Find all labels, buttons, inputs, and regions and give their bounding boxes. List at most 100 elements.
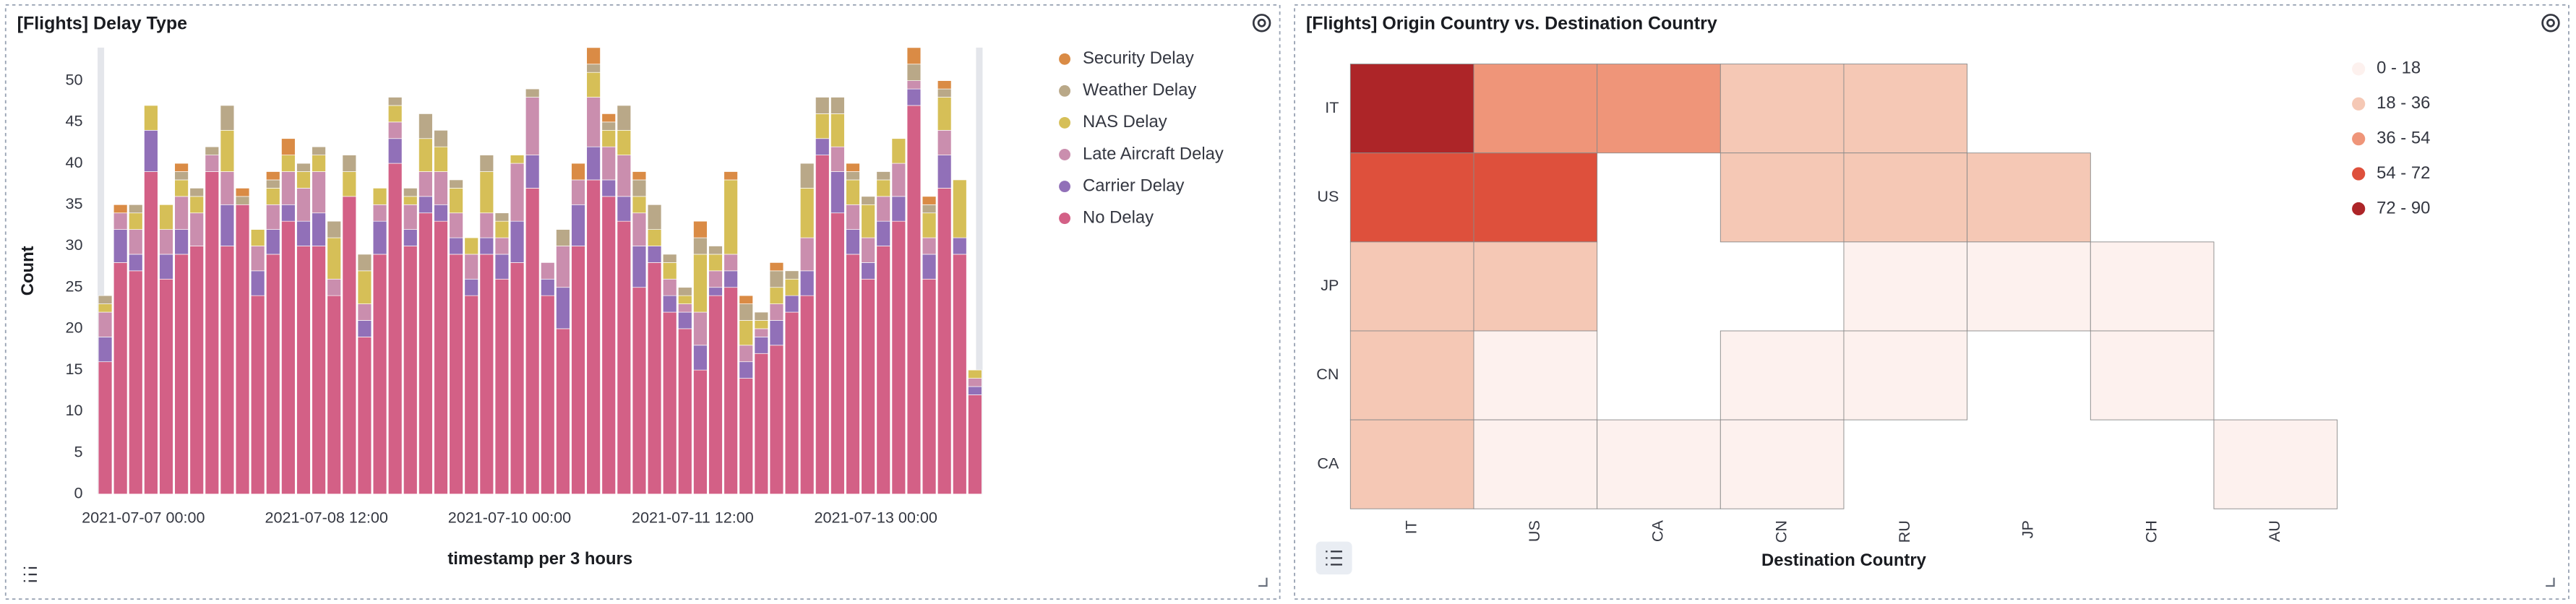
bar-segment bbox=[372, 188, 387, 205]
bar-segment bbox=[220, 171, 235, 205]
legend-label: 18 - 36 bbox=[2377, 93, 2430, 113]
bar-segment bbox=[754, 337, 769, 354]
bar-segment bbox=[662, 295, 677, 313]
legend-toggle[interactable] bbox=[1315, 541, 1352, 575]
y-tick-label: 30 bbox=[66, 236, 83, 254]
bar-segment bbox=[205, 146, 220, 155]
bar-segment bbox=[281, 171, 296, 205]
legend-label: Security Delay bbox=[1083, 48, 1194, 68]
bar-segment bbox=[601, 196, 616, 495]
heatmap-cell bbox=[1473, 241, 1598, 332]
heatmap-cell bbox=[1473, 64, 1598, 154]
bar-segment bbox=[387, 121, 403, 139]
bar-segment bbox=[113, 229, 128, 263]
bar-segment bbox=[98, 311, 113, 337]
y-tick-label: 50 bbox=[66, 70, 83, 88]
x-tick-label: RU bbox=[1895, 520, 1913, 543]
bar-segment bbox=[159, 254, 173, 280]
bar-segment bbox=[174, 179, 189, 197]
settings-icon[interactable] bbox=[2541, 14, 2560, 33]
bar-segment bbox=[708, 246, 723, 255]
bar-segment bbox=[724, 287, 738, 495]
heatmap-cell bbox=[1349, 64, 1474, 154]
bar-segment bbox=[601, 146, 616, 181]
legend-label: Late Aircraft Delay bbox=[1083, 144, 1224, 163]
bar-segment bbox=[296, 171, 311, 189]
legend-swatch bbox=[1059, 212, 1070, 225]
bar-segment bbox=[601, 179, 616, 197]
bar-segment bbox=[968, 369, 982, 379]
bar-segment bbox=[494, 278, 510, 495]
bar-segment bbox=[357, 270, 372, 304]
bar-segment bbox=[891, 220, 906, 495]
y-axis-title: Count bbox=[18, 246, 38, 295]
resize-handle[interactable] bbox=[2546, 577, 2555, 587]
bar-segment bbox=[784, 311, 799, 495]
bar-segment bbox=[113, 212, 128, 230]
bar-segment bbox=[235, 204, 250, 495]
bar-segment bbox=[312, 246, 326, 495]
bar-segment bbox=[387, 163, 403, 495]
heatmap-cell bbox=[1967, 152, 2091, 243]
bar-segment bbox=[830, 171, 845, 214]
bar-segment bbox=[387, 138, 403, 164]
bar-segment bbox=[693, 311, 708, 346]
bar-segment bbox=[266, 254, 280, 495]
bar-segment bbox=[586, 97, 601, 147]
bar-segment bbox=[327, 278, 341, 296]
bar-segment bbox=[479, 171, 494, 214]
bar-segment bbox=[510, 155, 525, 164]
bar-segment bbox=[662, 254, 677, 263]
bar-segment bbox=[357, 303, 372, 321]
legend-label: 0 - 18 bbox=[2377, 59, 2421, 78]
heatmap-cell bbox=[1720, 419, 1845, 509]
bar-segment bbox=[708, 287, 723, 296]
bar-segment bbox=[159, 204, 173, 230]
heatmap-cell bbox=[1967, 241, 2091, 332]
bar-segment bbox=[693, 345, 708, 371]
heatmap-cell bbox=[1473, 419, 1598, 509]
bar-segment bbox=[601, 121, 616, 131]
bar-segment bbox=[815, 155, 830, 495]
bar-segment bbox=[632, 171, 647, 181]
bar-segment bbox=[724, 171, 738, 181]
y-tick-label: 25 bbox=[66, 277, 83, 295]
bar-segment bbox=[586, 47, 601, 65]
bar-segment bbox=[144, 171, 158, 495]
y-tick-label: 45 bbox=[66, 112, 83, 130]
bar-segment bbox=[250, 229, 265, 246]
bar-segment bbox=[906, 80, 922, 90]
legend-label: 54 - 72 bbox=[2377, 163, 2430, 183]
bar-segment bbox=[525, 155, 540, 189]
bar-segment bbox=[327, 237, 341, 280]
bar-segment bbox=[876, 246, 890, 495]
bar-segment bbox=[281, 138, 296, 155]
bar-segment bbox=[174, 229, 189, 255]
x-tick-label: IT bbox=[1401, 520, 1420, 534]
bar-segment bbox=[953, 179, 967, 238]
bar-segment bbox=[662, 278, 677, 296]
bar-segment bbox=[510, 163, 525, 222]
bar-segment bbox=[281, 220, 296, 495]
bar-segment bbox=[708, 254, 723, 272]
bar-segment bbox=[372, 204, 387, 222]
legend-swatch bbox=[2352, 62, 2366, 76]
settings-icon[interactable] bbox=[1252, 14, 1271, 33]
bar-segment bbox=[266, 171, 280, 181]
bar-segment bbox=[494, 254, 510, 280]
resize-handle[interactable] bbox=[1258, 577, 1268, 587]
bar-segment bbox=[98, 361, 113, 495]
bar-segment bbox=[784, 295, 799, 313]
bar-segment bbox=[494, 212, 510, 222]
bar-segment bbox=[937, 188, 952, 495]
bar-segment bbox=[220, 105, 235, 131]
bar-segment bbox=[693, 237, 708, 255]
x-tick-label: 2021-07-11 12:00 bbox=[632, 509, 754, 527]
legend-toggle[interactable] bbox=[23, 566, 37, 582]
bar-segment bbox=[281, 155, 296, 172]
bar-segment bbox=[739, 361, 753, 379]
x-tick-label: CA bbox=[1649, 520, 1667, 543]
bar-segment bbox=[418, 171, 433, 197]
bar-segment bbox=[815, 113, 830, 139]
bar-segment bbox=[250, 270, 265, 296]
